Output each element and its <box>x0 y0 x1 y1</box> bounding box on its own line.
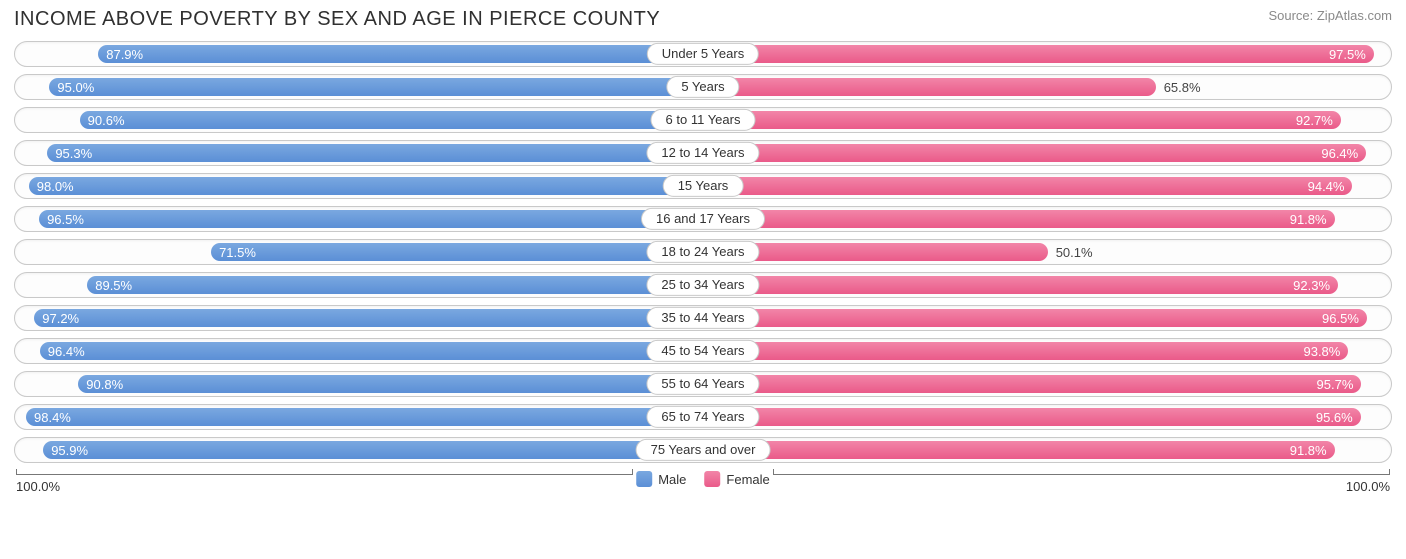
male-bar <box>39 210 703 228</box>
female-value-label: 91.8% <box>1282 207 1335 231</box>
bar-row: 95.9% 91.8% 75 Years and over <box>14 437 1392 463</box>
female-value-label: 96.5% <box>1314 306 1367 330</box>
male-bar <box>34 309 703 327</box>
female-bar <box>703 177 1352 195</box>
female-bar <box>703 342 1348 360</box>
male-value-label: 96.4% <box>40 339 93 363</box>
male-value-label: 87.9% <box>98 42 151 66</box>
female-value-label: 65.8% <box>1156 75 1209 99</box>
male-bar <box>98 45 703 63</box>
axis-bracket-left <box>16 469 633 475</box>
female-value-label: 92.3% <box>1285 273 1338 297</box>
male-bar <box>80 111 703 129</box>
category-label: 6 to 11 Years <box>651 109 756 131</box>
male-bar <box>29 177 703 195</box>
swatch-female <box>704 471 720 487</box>
bar-row: 89.5% 92.3% 25 to 34 Years <box>14 272 1392 298</box>
female-bar <box>703 144 1366 162</box>
legend-item-female: Female <box>704 471 769 487</box>
female-value-label: 95.6% <box>1308 405 1361 429</box>
axis-bracket-right <box>773 469 1390 475</box>
category-label: 35 to 44 Years <box>646 307 759 329</box>
bar-row: 90.8% 95.7% 55 to 64 Years <box>14 371 1392 397</box>
category-label: 5 Years <box>666 76 739 98</box>
male-value-label: 95.0% <box>49 75 102 99</box>
legend-item-male: Male <box>636 471 686 487</box>
bar-row: 98.0% 94.4% 15 Years <box>14 173 1392 199</box>
female-value-label: 94.4% <box>1300 174 1353 198</box>
male-value-label: 98.4% <box>26 405 79 429</box>
male-value-label: 95.3% <box>47 141 100 165</box>
bar-row: 71.5% 50.1% 18 to 24 Years <box>14 239 1392 265</box>
female-value-label: 50.1% <box>1048 240 1101 264</box>
swatch-male <box>636 471 652 487</box>
category-label: 75 Years and over <box>636 439 771 461</box>
legend: Male Female <box>636 471 770 487</box>
female-bar <box>703 45 1374 63</box>
male-bar <box>40 342 703 360</box>
female-bar <box>703 441 1335 459</box>
axis-label-right: 100.0% <box>1346 479 1390 494</box>
male-value-label: 90.8% <box>78 372 131 396</box>
chart-footer: 100.0% 100.0% Male Female <box>14 469 1392 503</box>
male-value-label: 89.5% <box>87 273 140 297</box>
male-bar <box>49 78 703 96</box>
male-bar <box>47 144 703 162</box>
female-value-label: 92.7% <box>1288 108 1341 132</box>
axis-label-left: 100.0% <box>16 479 60 494</box>
category-label: 16 and 17 Years <box>641 208 765 230</box>
bar-row: 87.9% 97.5% Under 5 Years <box>14 41 1392 67</box>
female-value-label: 95.7% <box>1309 372 1362 396</box>
male-bar <box>211 243 703 261</box>
bar-row: 95.0% 65.8% 5 Years <box>14 74 1392 100</box>
male-value-label: 98.0% <box>29 174 82 198</box>
category-label: 45 to 54 Years <box>646 340 759 362</box>
category-label: 18 to 24 Years <box>646 241 759 263</box>
male-value-label: 97.2% <box>34 306 87 330</box>
female-value-label: 91.8% <box>1282 438 1335 462</box>
female-bar <box>703 111 1341 129</box>
legend-label-female: Female <box>726 472 769 487</box>
female-value-label: 97.5% <box>1321 42 1374 66</box>
female-value-label: 96.4% <box>1313 141 1366 165</box>
female-bar <box>703 309 1367 327</box>
diverging-bar-chart: 87.9% 97.5% Under 5 Years 95.0% 65.8% 5 Years… <box>14 41 1392 463</box>
male-bar <box>78 375 703 393</box>
female-value-label: 93.8% <box>1295 339 1348 363</box>
bar-row: 90.6% 92.7% 6 to 11 Years <box>14 107 1392 133</box>
bar-row: 96.4% 93.8% 45 to 54 Years <box>14 338 1392 364</box>
category-label: 15 Years <box>663 175 744 197</box>
category-label: 12 to 14 Years <box>646 142 759 164</box>
chart-title: INCOME ABOVE POVERTY BY SEX AND AGE IN P… <box>14 8 660 31</box>
category-label: 25 to 34 Years <box>646 274 759 296</box>
female-bar <box>703 408 1361 426</box>
female-bar <box>703 375 1361 393</box>
category-label: 65 to 74 Years <box>646 406 759 428</box>
female-bar <box>703 276 1338 294</box>
male-value-label: 96.5% <box>39 207 92 231</box>
female-bar <box>703 78 1156 96</box>
female-bar <box>703 210 1335 228</box>
legend-label-male: Male <box>658 472 686 487</box>
bar-row: 98.4% 95.6% 65 to 74 Years <box>14 404 1392 430</box>
male-value-label: 90.6% <box>80 108 133 132</box>
male-bar <box>87 276 703 294</box>
male-bar <box>43 441 703 459</box>
category-label: 55 to 64 Years <box>646 373 759 395</box>
category-label: Under 5 Years <box>647 43 759 65</box>
bar-row: 97.2% 96.5% 35 to 44 Years <box>14 305 1392 331</box>
male-bar <box>26 408 703 426</box>
source-attribution: Source: ZipAtlas.com <box>1268 8 1392 23</box>
male-value-label: 71.5% <box>211 240 264 264</box>
bar-row: 96.5% 91.8% 16 and 17 Years <box>14 206 1392 232</box>
male-value-label: 95.9% <box>43 438 96 462</box>
bar-row: 95.3% 96.4% 12 to 14 Years <box>14 140 1392 166</box>
